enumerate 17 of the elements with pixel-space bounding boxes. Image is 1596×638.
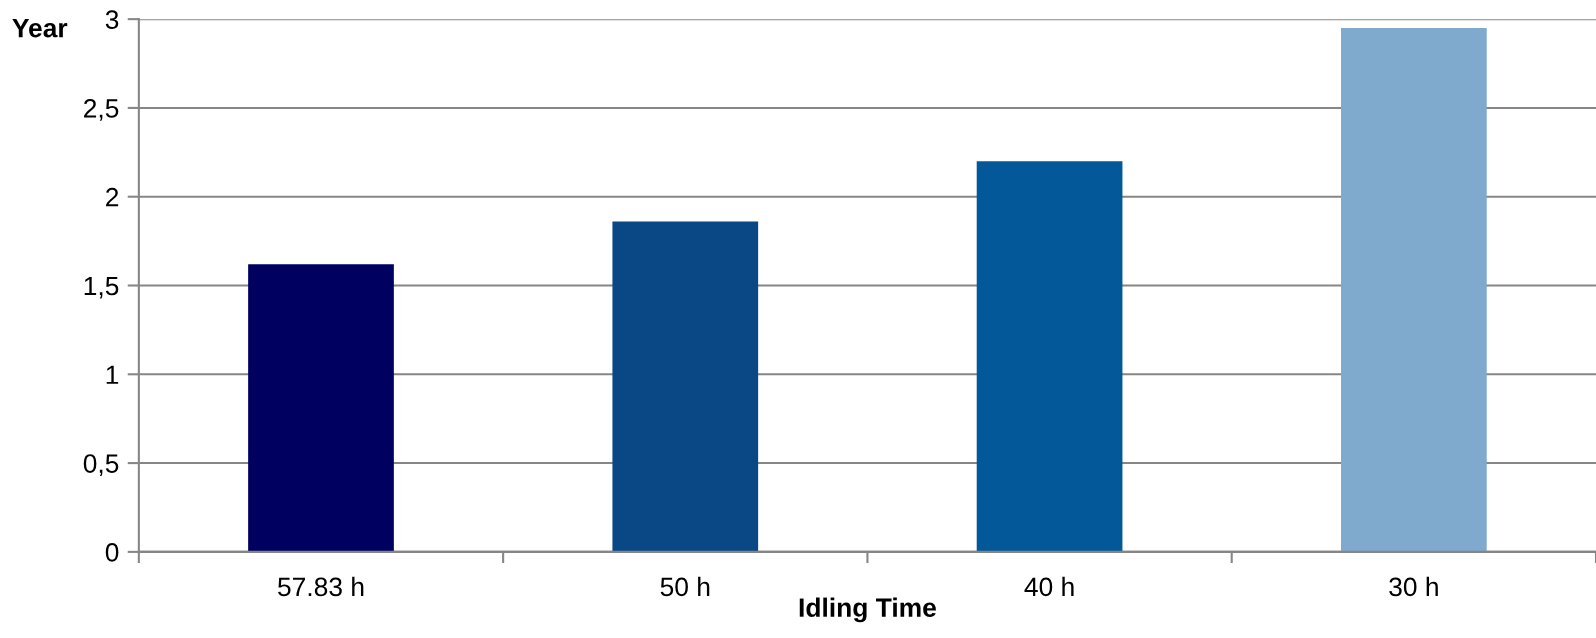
y-tick-label: 0 bbox=[105, 543, 119, 562]
y-tick-label: 1,5 bbox=[84, 276, 119, 299]
y-tick-label: 0,5 bbox=[83, 454, 119, 477]
y-tick-label: 2 bbox=[106, 187, 119, 207]
bar bbox=[1341, 28, 1487, 552]
bar bbox=[248, 264, 394, 552]
y-tick-label: 2,5 bbox=[84, 99, 119, 121]
bar bbox=[976, 161, 1123, 552]
y-tick-label: 3 bbox=[105, 10, 119, 29]
x-tick-label: 30 h bbox=[1389, 576, 1438, 597]
x-tick-label: 50 h bbox=[660, 576, 710, 597]
bar bbox=[612, 221, 759, 552]
x-axis-title: Idling Time bbox=[799, 597, 936, 623]
x-tick-label: 40 h bbox=[1024, 576, 1074, 597]
y-axis-title: Year bbox=[12, 19, 68, 38]
x-tick-label: 57.83 h bbox=[278, 576, 364, 597]
y-tick-label: 1 bbox=[106, 365, 119, 384]
